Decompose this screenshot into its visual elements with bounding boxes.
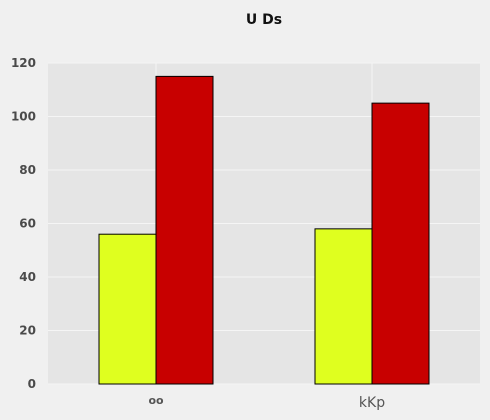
x-tick-label: oo	[148, 394, 164, 407]
y-tick-label: 20	[19, 324, 36, 338]
y-axis-ticks: 0 20 40 60 80 100 120	[11, 56, 36, 391]
y-tick-label: 40	[19, 270, 36, 284]
bar-series-1-oo	[98, 233, 157, 385]
bar-series-2-oo	[155, 75, 214, 385]
y-tick-label: 60	[19, 217, 36, 231]
bar-series-2-kKp	[371, 102, 430, 385]
bars	[98, 75, 430, 385]
y-tick-label: 100	[11, 110, 36, 124]
y-tick-label: 0	[28, 377, 36, 391]
chart-title: U Ds	[246, 12, 282, 28]
bar-series-1-kKp	[314, 228, 373, 385]
x-axis-ticks: oo kKp	[148, 394, 385, 411]
x-tick-label: kKp	[359, 395, 385, 411]
y-tick-label: 80	[19, 163, 36, 177]
y-tick-label: 120	[11, 56, 36, 70]
